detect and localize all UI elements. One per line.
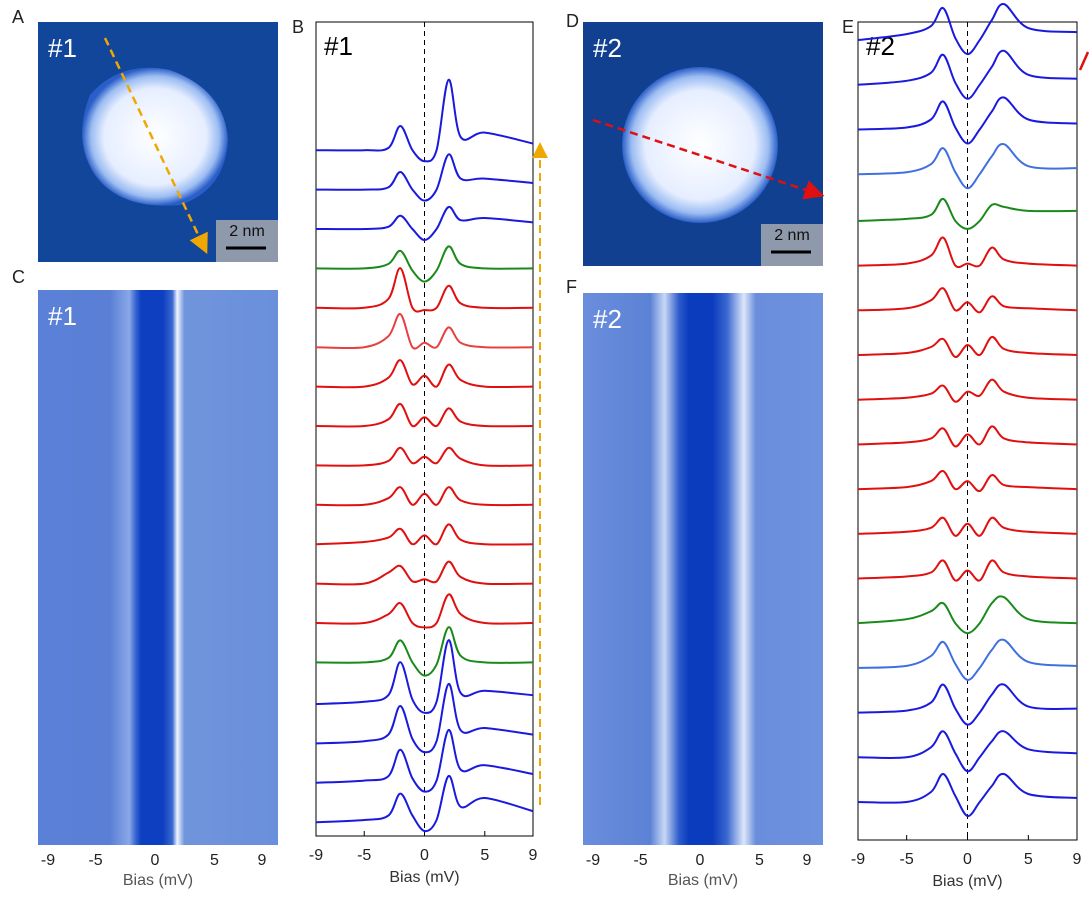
spectrum — [857, 425, 1078, 448]
spectrum — [857, 143, 1078, 190]
spectrum — [857, 470, 1078, 493]
x-tick-label: -9 — [851, 851, 865, 868]
spectrum — [315, 639, 534, 714]
spectrum — [857, 378, 1078, 403]
panel-label: B — [292, 17, 304, 37]
x-axis-label: Bias (mV) — [932, 873, 1002, 890]
scale-bar-label: 2 nm — [229, 223, 265, 240]
spectrum — [857, 730, 1078, 773]
panel-tag: #2 — [866, 31, 895, 61]
x-tick-label: 5 — [210, 852, 219, 869]
x-tick-label: 0 — [963, 851, 972, 868]
spectrum — [857, 516, 1078, 537]
island — [82, 67, 228, 206]
spectrum — [315, 626, 534, 677]
x-axis-label: Bias (mV) — [389, 869, 459, 886]
x-tick-label: 5 — [755, 852, 764, 869]
spectrum — [315, 728, 534, 793]
spectrum — [315, 313, 534, 350]
x-tick-label: -5 — [900, 851, 914, 868]
x-tick-label: -9 — [41, 852, 55, 869]
x-axis-label: Bias (mV) — [668, 872, 738, 889]
x-axis-label: Bias (mV) — [123, 872, 193, 889]
spectrum — [315, 593, 534, 629]
spectrum — [315, 78, 534, 163]
spectrum — [315, 486, 534, 507]
spectrum — [857, 683, 1078, 726]
x-tick-label: 0 — [151, 852, 160, 869]
spectrum — [857, 595, 1078, 635]
spectral-map — [38, 290, 278, 845]
spectrum — [315, 774, 534, 833]
x-tick-label: -5 — [633, 852, 647, 869]
x-tick-label: 0 — [696, 852, 705, 869]
spectrum — [857, 559, 1078, 582]
spectrum — [857, 3, 1078, 56]
spectrum — [857, 236, 1078, 269]
scale-bar-box — [761, 224, 823, 266]
x-tick-label: 9 — [803, 852, 812, 869]
spectrum — [857, 287, 1078, 314]
x-tick-label: -9 — [586, 852, 600, 869]
spectrum — [315, 446, 534, 467]
spectrum — [315, 245, 534, 283]
spectrum — [315, 153, 534, 202]
island — [622, 67, 778, 223]
spectrum — [315, 682, 534, 754]
panel-label: E — [842, 17, 854, 37]
spectrum — [315, 523, 534, 546]
spectrum — [857, 96, 1078, 145]
spectrum — [857, 336, 1078, 358]
panel-label: A — [12, 7, 24, 27]
panel-tag: #1 — [48, 301, 77, 331]
spectrum — [315, 267, 534, 313]
panel-tag: #1 — [324, 31, 353, 61]
x-tick-label: 5 — [480, 847, 489, 864]
scale-bar-box — [216, 220, 278, 262]
panel-tag: #2 — [593, 304, 622, 334]
spectrum — [315, 359, 534, 389]
spectrum — [857, 197, 1078, 230]
x-tick-label: -5 — [88, 852, 102, 869]
x-tick-label: 5 — [1024, 851, 1033, 868]
panel-label: C — [12, 267, 25, 287]
spectrum — [315, 560, 534, 586]
panel-label: D — [566, 11, 579, 31]
spectrum — [315, 205, 534, 242]
spectral-map — [583, 293, 823, 845]
spectrum — [857, 772, 1078, 818]
panel-tag: #1 — [48, 33, 77, 63]
x-tick-label: 9 — [1073, 851, 1082, 868]
scale-bar-label: 2 nm — [774, 227, 810, 244]
x-tick-label: 9 — [529, 847, 538, 864]
scan-arrow — [1078, 51, 1089, 71]
panel-tag: #2 — [593, 33, 622, 63]
x-tick-label: -5 — [357, 847, 371, 864]
x-tick-label: 0 — [420, 847, 429, 864]
panel-label: F — [566, 277, 577, 297]
x-tick-label: 9 — [258, 852, 267, 869]
spectrum — [857, 638, 1078, 681]
spectrum — [315, 403, 534, 428]
spectrum — [857, 49, 1078, 100]
x-tick-label: -9 — [309, 847, 323, 864]
